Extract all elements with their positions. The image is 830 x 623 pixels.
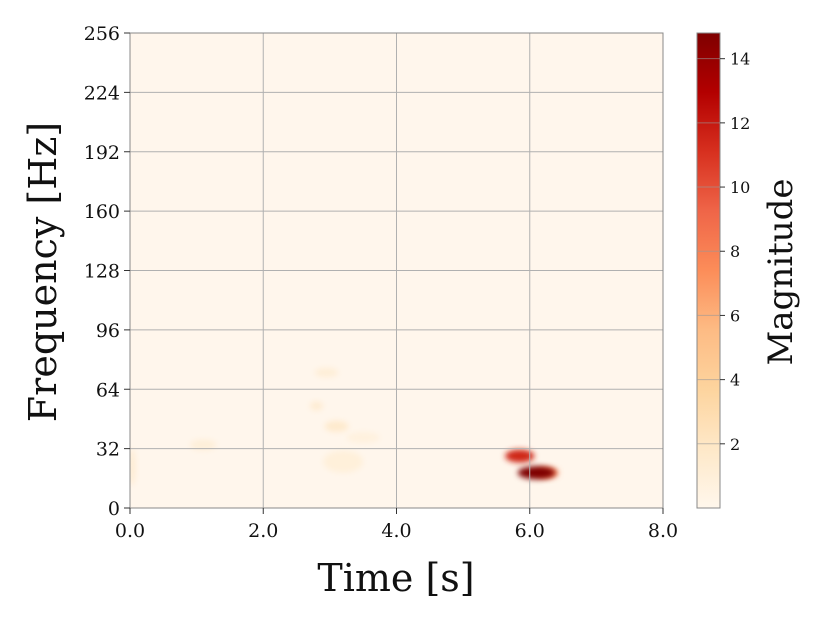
heat-blob-2 <box>189 439 217 451</box>
heat-blob-6 <box>324 420 349 432</box>
colorbar-tick-label-1: 4 <box>730 371 740 390</box>
x-tick-label-2: 4.0 <box>381 520 411 542</box>
y-tick-label-7: 224 <box>84 82 120 104</box>
heatmap-layer <box>130 367 559 486</box>
y-tick-label-2: 64 <box>96 379 120 401</box>
heat-blob-4 <box>130 448 136 486</box>
y-tick-label-5: 160 <box>84 201 120 223</box>
colorbar-tick-label-5: 12 <box>730 114 750 133</box>
y-axis: 0 32 64 96 128 160 192 224 256 <box>84 23 130 520</box>
heat-blob-9 <box>517 466 556 480</box>
heat-blob-0 <box>346 431 380 444</box>
heat-blob-3 <box>314 367 339 378</box>
x-axis-title: Time [s] <box>317 556 474 600</box>
colorbar-tick-label-3: 8 <box>730 242 740 261</box>
y-tick-label-4: 128 <box>84 261 120 283</box>
colorbar-tick-label-0: 2 <box>730 435 740 454</box>
colorbar-title: Magnitude <box>761 178 801 365</box>
colorbar-tick-label-6: 14 <box>730 50 750 69</box>
x-tick-label-4: 8.0 <box>648 520 678 542</box>
y-tick-label-1: 32 <box>96 439 120 461</box>
x-axis: 0.0 2.0 4.0 6.0 8.0 <box>115 508 678 542</box>
heat-blob-8 <box>505 449 535 463</box>
colorbar <box>696 32 721 509</box>
heat-blob-1 <box>323 450 364 473</box>
colorbar-tick-label-2: 6 <box>730 306 740 325</box>
colorbar-tick-label-4: 10 <box>730 178 750 197</box>
colorbar-ticks: 2 4 6 8 10 12 14 <box>697 50 750 454</box>
heat-blob-5 <box>309 401 324 411</box>
y-tick-label-8: 256 <box>84 23 120 45</box>
x-tick-label-0: 0.0 <box>115 520 145 542</box>
x-tick-label-3: 6.0 <box>515 520 545 542</box>
x-tick-label-1: 2.0 <box>248 520 278 542</box>
y-axis-title: Frequency [Hz] <box>21 122 65 422</box>
y-tick-label-0: 0 <box>108 498 120 520</box>
y-tick-label-3: 96 <box>96 320 120 342</box>
y-tick-label-6: 192 <box>84 142 120 164</box>
